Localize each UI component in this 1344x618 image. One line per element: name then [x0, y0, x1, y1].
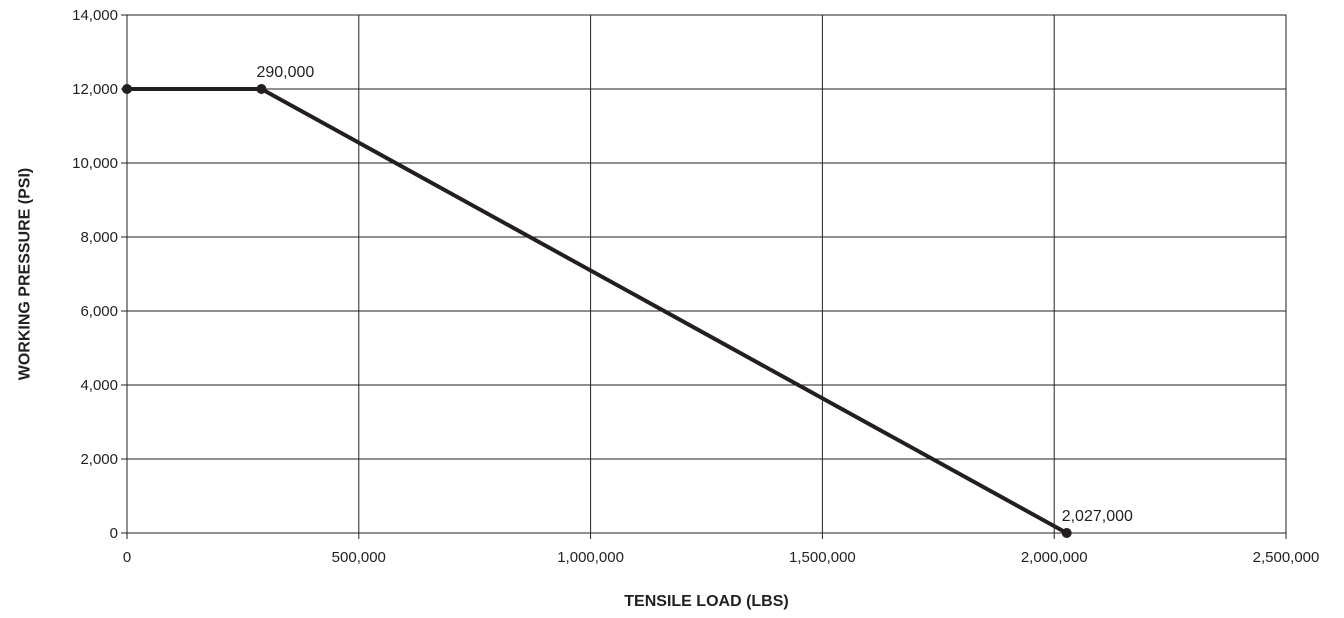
data-point: [256, 84, 267, 94]
x-tick-label: 1,000,000: [557, 549, 624, 566]
y-tick-label: 10,000: [72, 155, 118, 172]
x-tick-label: 1,500,000: [789, 549, 856, 566]
y-tick-label: 0: [110, 525, 118, 542]
x-tick-label: 2,000,000: [1021, 549, 1088, 566]
y-tick-label: 2,000: [80, 451, 118, 468]
data-point-labels: 290,000 2,027,000: [256, 64, 1133, 525]
y-tick-label: 4,000: [80, 377, 118, 394]
y-tick-label: 12,000: [72, 81, 118, 98]
x-axis-title: TENSILE LOAD (LBS): [624, 593, 788, 610]
y-tick-labels: 0 2,000 4,000 6,000 8,000 10,000 12,000 14,000: [72, 7, 118, 542]
y-axis-title: WORKING PRESSURE (PSI): [17, 168, 34, 380]
x-tick-label: 500,000: [332, 549, 386, 566]
data-point-label: 2,027,000: [1062, 508, 1133, 525]
y-tick-label: 14,000: [72, 7, 118, 24]
data-point: [1061, 528, 1072, 538]
x-tick-labels: 0 500,000 1,000,000 1,500,000 2,000,000 2,500…: [123, 549, 1320, 566]
x-tick-label: 2,500,000: [1253, 549, 1320, 566]
data-point: [122, 84, 132, 94]
plot-frame: [126, 14, 1287, 534]
y-tick-label: 8,000: [80, 229, 118, 246]
data-points: [122, 84, 1072, 538]
x-tick-label: 0: [123, 549, 131, 566]
grid: [126, 14, 1287, 534]
data-point-label: 290,000: [256, 64, 314, 81]
ticks: [121, 14, 1287, 539]
y-tick-label: 6,000: [80, 303, 118, 320]
